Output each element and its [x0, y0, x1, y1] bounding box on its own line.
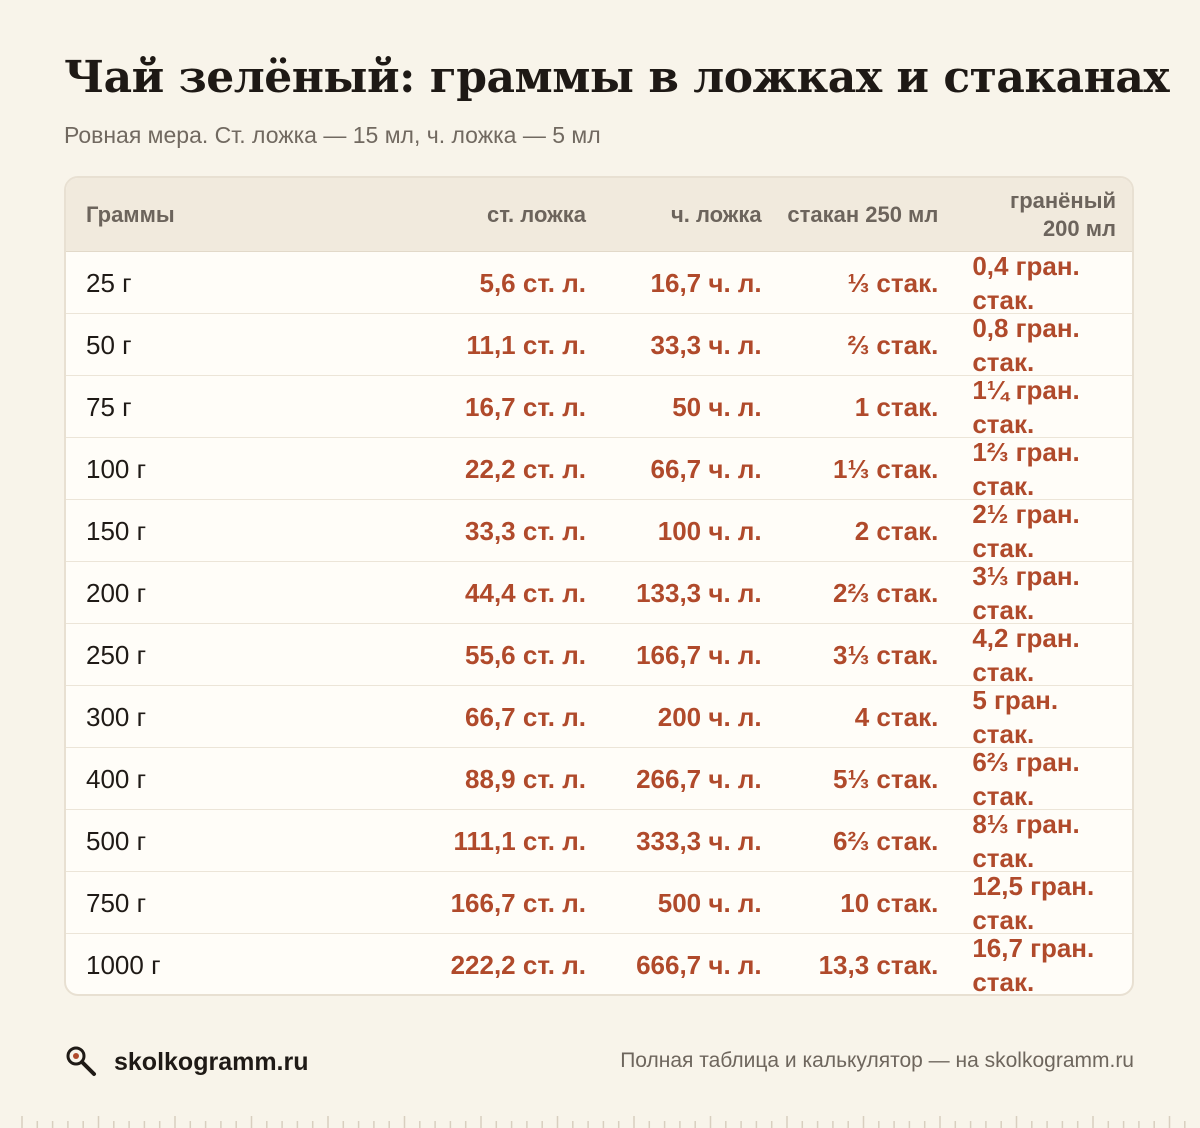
- cell-glass-250: 1⅓ стак.: [833, 453, 939, 484]
- table-row: 100 г 22,2 ст. л. 66,7 ч. л. 1⅓ стак. 1⅔ гра…: [66, 436, 1132, 501]
- cell-faceted-glass-200: 16,7 гран. стак.: [972, 933, 1095, 996]
- cell-grams: 500 г: [86, 825, 147, 856]
- column-header-glass-250: стакан 250 мл: [787, 201, 939, 227]
- brand-name: skolkogramm.ru: [114, 1047, 309, 1076]
- cell-teaspoon: 200 ч. л.: [657, 701, 762, 732]
- cell-teaspoon: 100 ч. л.: [657, 515, 762, 546]
- cell-faceted-glass-200: 1⅔ гран. стак.: [972, 436, 1080, 501]
- page-subtitle: Ровная мера. Ст. ложка — 15 мл, ч. ложка…: [64, 122, 601, 148]
- cell-faceted-glass-200: 6⅔ гран. стак.: [972, 746, 1080, 811]
- table-row: 25 г 5,6 ст. л. 16,7 ч. л. ⅓ стак. 0,4 гран.…: [66, 250, 1132, 315]
- cell-tablespoon: 88,9 ст. л.: [465, 763, 586, 794]
- table-row: 200 г 44,4 ст. л. 133,3 ч. л. 2⅔ стак. 3⅓ гр…: [66, 560, 1132, 625]
- column-header-teaspoon: ч. ложка: [670, 201, 762, 227]
- cell-tablespoon: 66,7 ст. л.: [465, 701, 586, 732]
- table-row: 250 г 55,6 ст. л. 166,7 ч. л. 3⅓ стак. 4,2 г…: [66, 622, 1132, 687]
- cell-tablespoon: 33,3 ст. л.: [465, 515, 586, 546]
- cell-faceted-glass-200: 0,8 гран. стак.: [972, 312, 1080, 377]
- cell-teaspoon: 16,7 ч. л.: [650, 267, 762, 298]
- magnifier-icon: [64, 1044, 100, 1080]
- cell-glass-250: ⅔ стак.: [847, 329, 939, 360]
- cell-tablespoon: 222,2 ст. л.: [450, 950, 586, 980]
- cell-tablespoon: 11,1 ст. л.: [466, 329, 586, 360]
- cell-glass-250: 13,3 стак.: [818, 950, 939, 980]
- table-row: 500 г 111,1 ст. л. 333,3 ч. л. 6⅔ стак. 8⅓ г…: [66, 808, 1132, 873]
- cell-grams: 50 г: [86, 329, 132, 360]
- cell-glass-250: 5⅓ стак.: [833, 763, 939, 794]
- cell-faceted-glass-200: 3⅓ гран. стак.: [972, 560, 1080, 625]
- cell-glass-250: 10 стак.: [840, 887, 939, 918]
- cell-teaspoon: 666,7 ч. л.: [636, 950, 762, 980]
- cell-grams: 100 г: [86, 453, 147, 484]
- cell-tablespoon: 16,7 ст. л.: [465, 391, 586, 422]
- cell-teaspoon: 500 ч. л.: [657, 887, 762, 918]
- cell-tablespoon: 5,6 ст. л.: [479, 267, 586, 298]
- table-row: 75 г 16,7 ст. л. 50 ч. л. 1 стак. 1¼ гран. с…: [66, 374, 1132, 439]
- table-row: 300 г 66,7 ст. л. 200 ч. л. 4 стак. 5 гран. …: [66, 684, 1132, 749]
- cell-glass-250: 1 стак.: [854, 391, 939, 422]
- cell-glass-250: 2⅔ стак.: [833, 577, 939, 608]
- cell-faceted-glass-200: 1¼ гран. стак.: [972, 374, 1080, 439]
- cell-faceted-glass-200: 8⅓ гран. стак.: [972, 808, 1080, 873]
- table-row: 1000 г 222,2 ст. л. 666,7 ч. л. 13,3 стак. 1…: [66, 933, 1132, 996]
- cell-grams: 750 г: [86, 887, 147, 918]
- cell-grams: 200 г: [86, 577, 147, 608]
- cell-glass-250: 4 стак.: [854, 701, 939, 732]
- cell-tablespoon: 111,1 ст. л.: [453, 825, 586, 856]
- table-row: 750 г 166,7 ст. л. 500 ч. л. 10 стак. 12,5 г…: [66, 870, 1132, 935]
- cell-faceted-glass-200: 5 гран. стак.: [972, 684, 1059, 749]
- cell-glass-250: 3⅓ стак.: [833, 639, 939, 670]
- cell-tablespoon: 22,2 ст. л.: [465, 453, 586, 484]
- table-row: 150 г 33,3 ст. л. 100 ч. л. 2 стак. 2½ гран.…: [66, 498, 1132, 563]
- cell-glass-250: 2 стак.: [854, 515, 939, 546]
- cell-tablespoon: 55,6 ст. л.: [465, 639, 586, 670]
- footer-note: Полная таблица и калькулятор — на skolko…: [620, 1049, 1134, 1072]
- cell-teaspoon: 266,7 ч. л.: [636, 763, 762, 794]
- cell-faceted-glass-200: 4,2 гран. стак.: [972, 622, 1080, 687]
- footer-logo[interactable]: skolkogramm.ru: [64, 1044, 309, 1080]
- column-header-tablespoon: ст. ложка: [486, 201, 586, 227]
- cell-tablespoon: 166,7 ст. л.: [450, 887, 586, 918]
- cell-grams: 400 г: [86, 763, 147, 794]
- column-header-faceted-glass-200: гранёный 200 мл: [1010, 187, 1117, 241]
- table-header-row: Граммы ст. ложка ч. ложка стакан 250 мл …: [66, 178, 1132, 252]
- table-row: 400 г 88,9 ст. л. 266,7 ч. л. 5⅓ стак. 6⅔ гр…: [66, 746, 1132, 811]
- cell-grams: 75 г: [86, 391, 132, 422]
- cell-grams: 300 г: [86, 701, 147, 732]
- cell-grams: 1000 г: [86, 950, 161, 980]
- cell-teaspoon: 133,3 ч. л.: [636, 577, 762, 608]
- page-title: Чай зелёный: граммы в ложках и стаканах: [64, 52, 1170, 103]
- cell-teaspoon: 333,3 ч. л.: [636, 825, 762, 856]
- table-row: 50 г 11,1 ст. л. 33,3 ч. л. ⅔ стак. 0,8 гран…: [66, 312, 1132, 377]
- cell-teaspoon: 50 ч. л.: [672, 391, 762, 422]
- cell-faceted-glass-200: 12,5 гран. стак.: [972, 870, 1095, 935]
- cell-teaspoon: 33,3 ч. л.: [650, 329, 762, 360]
- cell-grams: 150 г: [86, 515, 147, 546]
- cell-glass-250: ⅓ стак.: [847, 267, 939, 298]
- cell-glass-250: 6⅔ стак.: [833, 825, 939, 856]
- cell-tablespoon: 44,4 ст. л.: [465, 577, 586, 608]
- cell-faceted-glass-200: 0,4 гран. стак.: [972, 250, 1080, 315]
- cell-faceted-glass-200: 2½ гран. стак.: [972, 498, 1080, 563]
- cell-grams: 25 г: [86, 267, 132, 298]
- cell-grams: 250 г: [86, 639, 147, 670]
- ruler-decoration: [21, 1116, 1186, 1128]
- conversion-table: Граммы ст. ложка ч. ложка стакан 250 мл …: [64, 176, 1134, 996]
- column-header-grams: Граммы: [86, 201, 175, 227]
- cell-teaspoon: 166,7 ч. л.: [636, 639, 762, 670]
- table-body: 25 г 5,6 ст. л. 16,7 ч. л. ⅓ стак. 0,4 гран.…: [66, 250, 1132, 996]
- cell-teaspoon: 66,7 ч. л.: [650, 453, 762, 484]
